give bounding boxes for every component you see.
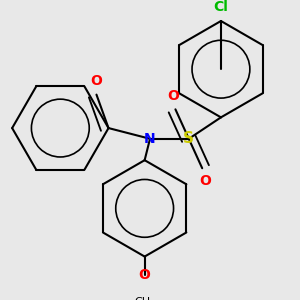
Text: O: O [91,74,102,88]
Text: O: O [167,89,179,103]
Text: CH₃: CH₃ [134,297,155,300]
Text: O: O [199,174,211,188]
Text: Cl: Cl [214,0,228,14]
Text: S: S [183,131,194,146]
Text: O: O [139,268,151,282]
Text: N: N [144,132,156,146]
